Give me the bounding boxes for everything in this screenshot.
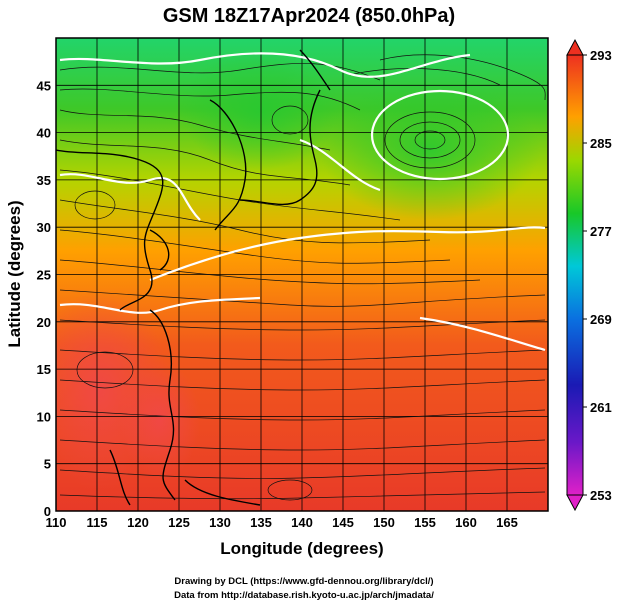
x-axis-label: Longitude (degrees): [220, 539, 383, 558]
x-tick-label: 140: [291, 515, 313, 530]
x-tick-label: 165: [496, 515, 518, 530]
x-tick-label: 145: [332, 515, 354, 530]
x-tick-label: 110: [46, 515, 67, 530]
streamlines: [59, 54, 546, 501]
y-tick-label: 15: [37, 362, 51, 377]
colorbar: 293 285 277 269 261 253: [566, 38, 612, 512]
chart-title: GSM 18Z17Apr2024 (850.0hPa): [163, 5, 455, 27]
colorbar-ticks: 293 285 277 269 261 253: [583, 48, 612, 503]
isotherm-contours: [59, 52, 546, 352]
y-axis-label: Latitude (degrees): [5, 200, 24, 347]
warm-anomaly-philippines: [120, 360, 200, 480]
credit-data: Data from http://database.rish.kyoto-u.a…: [174, 590, 434, 601]
y-tick-label: 45: [37, 78, 51, 93]
x-tick-label: 155: [414, 515, 436, 530]
x-tick-label: 135: [250, 515, 272, 530]
y-tick-label: 5: [44, 457, 51, 472]
x-tick-label: 115: [87, 515, 108, 530]
colorbar-tick-label: 285: [590, 136, 612, 151]
lat-lon-grid: [56, 38, 548, 511]
x-tick-label: 130: [209, 515, 231, 530]
x-tick-label: 160: [455, 515, 477, 530]
green-anomaly-north-pacific: [320, 80, 540, 220]
x-tick-label: 125: [168, 515, 190, 530]
coastlines: [56, 49, 331, 506]
y-tick-label: 20: [37, 315, 51, 330]
colorbar-tick-label: 293: [590, 48, 612, 63]
y-tick-label: 40: [37, 126, 51, 141]
x-tick-label: 150: [373, 515, 395, 530]
colorbar-gradient: [566, 54, 584, 496]
colorbar-bottom-arrow: [566, 494, 584, 512]
y-axis-ticks: 0 5 10 15 20 25 30 35 40 45: [37, 78, 51, 519]
y-tick-label: 0: [44, 504, 51, 519]
x-tick-label: 120: [127, 515, 149, 530]
colorbar-top-arrow: [566, 38, 584, 56]
y-tick-label: 25: [37, 268, 51, 283]
colorbar-tick-label: 269: [590, 312, 612, 327]
green-anomaly-japan-sea: [180, 50, 340, 170]
x-axis-ticks: 110 115 120 125 130 135 140 145 150 155 160 165: [46, 515, 518, 530]
y-tick-label: 35: [37, 173, 51, 188]
y-tick-label: 30: [37, 220, 51, 235]
credit-drawing: Drawing by DCL (https://www.gfd-dennou.o…: [174, 576, 433, 587]
plot-frame: [55, 37, 549, 512]
colorbar-tick-label: 253: [590, 488, 612, 503]
colorbar-tick-label: 261: [590, 400, 612, 415]
plot-area: [56, 38, 548, 511]
colorbar-tick-label: 277: [590, 224, 612, 239]
y-tick-label: 10: [37, 409, 51, 424]
